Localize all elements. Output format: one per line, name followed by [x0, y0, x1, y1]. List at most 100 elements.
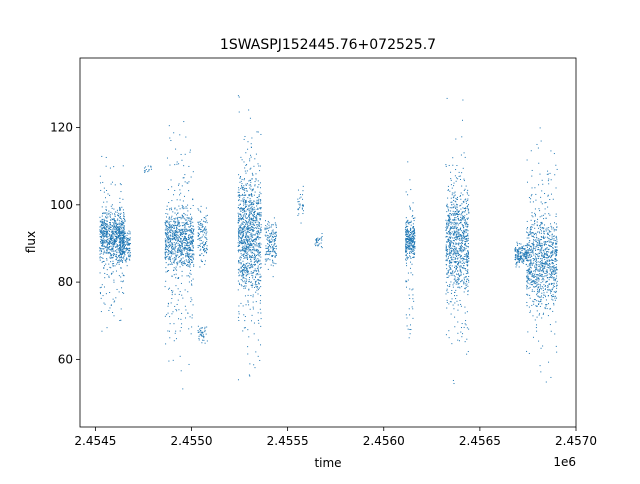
data-point [445, 334, 447, 336]
data-point [447, 214, 449, 216]
data-point [99, 229, 101, 231]
data-point [454, 261, 456, 263]
data-point [555, 295, 557, 297]
data-point [192, 232, 194, 234]
data-point [129, 231, 131, 233]
data-point [179, 225, 181, 227]
data-point [248, 267, 250, 269]
data-point [518, 257, 520, 259]
data-point [258, 214, 260, 216]
data-point [126, 257, 128, 259]
data-point [123, 239, 125, 241]
data-point [461, 235, 463, 237]
data-point [237, 245, 239, 247]
data-point [245, 201, 247, 203]
data-point [467, 233, 469, 235]
data-point [449, 232, 451, 234]
data-point [249, 194, 251, 196]
data-point [251, 218, 253, 220]
data-point [102, 225, 104, 227]
data-point [447, 189, 449, 191]
data-point [173, 132, 175, 134]
data-point [450, 313, 452, 315]
data-point [182, 245, 184, 247]
data-point [243, 189, 245, 191]
data-point [463, 265, 465, 267]
data-point [175, 240, 177, 241]
data-point [168, 263, 170, 265]
data-point [119, 232, 121, 234]
data-point [247, 239, 249, 241]
data-point [178, 222, 180, 224]
data-point [129, 237, 131, 239]
data-point [456, 234, 458, 236]
data-point [237, 289, 239, 291]
data-point [450, 240, 452, 242]
data-point [410, 239, 412, 241]
data-point [115, 243, 117, 245]
data-point [267, 268, 269, 270]
data-point [516, 261, 518, 263]
data-point [108, 228, 110, 230]
data-point [548, 231, 550, 233]
data-point [251, 320, 253, 322]
data-point [100, 236, 102, 238]
data-point [464, 288, 466, 290]
data-point [178, 225, 180, 227]
data-point [274, 256, 276, 258]
data-point [240, 271, 242, 273]
data-point [170, 225, 172, 227]
data-point [315, 239, 317, 241]
data-point [410, 248, 412, 250]
data-point [176, 232, 178, 234]
data-point [197, 226, 199, 228]
data-point [107, 236, 109, 238]
data-point [297, 198, 299, 200]
data-point [465, 261, 467, 263]
data-point [409, 234, 411, 236]
data-point [115, 246, 116, 248]
data-point [102, 234, 104, 236]
data-point [246, 223, 248, 225]
data-point [446, 258, 448, 260]
data-point [189, 229, 191, 231]
data-point [453, 203, 455, 205]
data-point [99, 233, 101, 235]
data-point [174, 236, 176, 238]
data-point [464, 258, 466, 260]
data-point [448, 247, 450, 249]
data-point [462, 260, 464, 262]
data-point [102, 244, 104, 246]
data-point [199, 239, 201, 241]
data-point [412, 294, 414, 296]
data-point [123, 236, 125, 238]
data-point [191, 299, 193, 301]
data-point [453, 228, 455, 230]
data-point [204, 241, 206, 243]
data-point [459, 270, 461, 272]
data-point [299, 207, 301, 209]
data-point [193, 264, 195, 266]
data-point [250, 188, 252, 190]
data-point [411, 244, 413, 246]
data-point [412, 317, 414, 319]
data-point [200, 333, 202, 335]
data-point [548, 248, 550, 250]
data-point [105, 156, 107, 158]
data-point [241, 274, 243, 276]
data-point [254, 367, 256, 369]
data-point [244, 266, 246, 268]
data-point [524, 245, 526, 247]
data-point [246, 188, 248, 190]
data-point [164, 253, 166, 255]
data-point [254, 184, 256, 186]
data-point [299, 203, 301, 205]
data-point [250, 146, 252, 148]
data-point [452, 237, 454, 239]
data-point [463, 262, 465, 264]
data-point [521, 256, 523, 258]
data-point [549, 307, 551, 309]
data-point [255, 250, 257, 252]
data-point [251, 195, 253, 197]
data-point [123, 255, 125, 257]
